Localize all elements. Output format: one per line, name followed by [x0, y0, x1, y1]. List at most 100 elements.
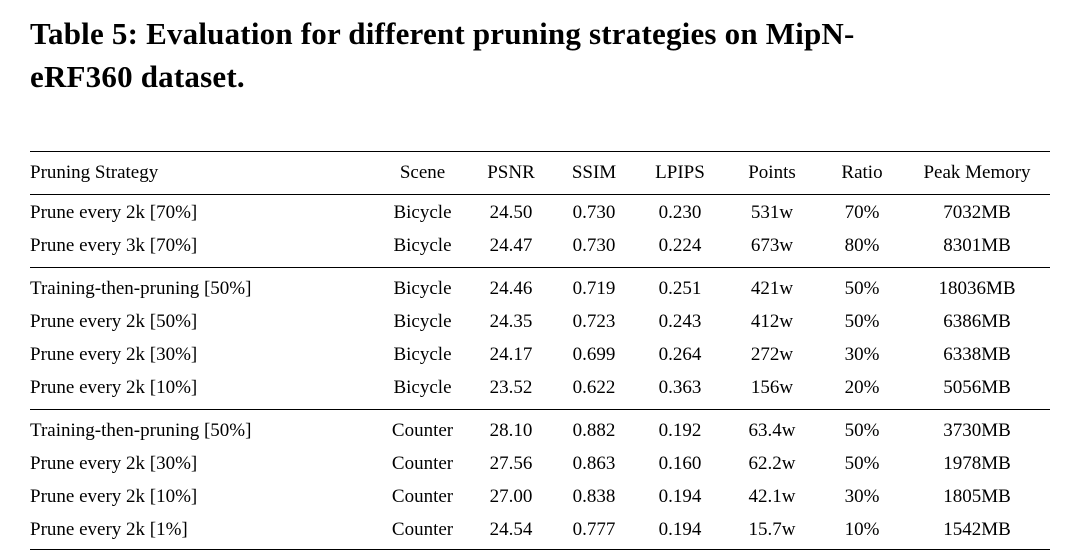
table-cell: 0.243: [658, 310, 702, 332]
table-row: Training-then-pruning [50%] Bicycle 24.46 0…: [30, 266, 1050, 306]
table-cell: 6386MB: [943, 310, 1011, 332]
table-cell: 0.160: [658, 452, 702, 474]
table-cell: Prune every 2k [50%]: [30, 310, 198, 332]
table-cell: 50%: [820, 266, 904, 306]
table-cell: 1978MB: [943, 452, 1011, 474]
table-caption: Table 5: Evaluation for different prunin…: [30, 12, 1050, 99]
table-cell: Bicycle: [375, 266, 470, 306]
table-cell: 0.194: [658, 485, 702, 507]
table-cell: Counter: [391, 485, 454, 507]
header-cell-peak-memory: Peak Memory: [904, 151, 1050, 195]
table-cell: 24.46: [470, 266, 552, 306]
table-cell: 0.730: [572, 201, 616, 223]
header-cell-points: Points: [724, 151, 820, 195]
caption-line-2: eRF360 dataset.: [30, 59, 245, 95]
table-cell: 62.2w: [748, 452, 796, 474]
table-cell: 10%: [844, 518, 880, 540]
table-cell: Prune every 2k [10%]: [30, 485, 198, 507]
table-cell: 27.56: [489, 452, 533, 474]
table-cell: 27.00: [489, 485, 533, 507]
table-cell: 23.52: [489, 376, 533, 398]
table-cell: Prune every 3k [70%]: [30, 234, 198, 256]
table-cell: 70%: [844, 201, 880, 223]
table-cell: 272w: [750, 343, 794, 365]
table-cell: 50%: [844, 452, 880, 474]
table-cell: Bicycle: [393, 234, 452, 256]
header-cell-ratio: Ratio: [820, 151, 904, 195]
table-cell: 42.1w: [748, 485, 796, 507]
table-cell: 0.730: [572, 234, 616, 256]
table-cell: 412w: [750, 310, 794, 332]
table-cell: 0.194: [658, 518, 702, 540]
header-cell-psnr: PSNR: [470, 151, 552, 195]
table-cell: Counter: [375, 408, 470, 448]
table-cell: 24.54: [489, 518, 533, 540]
table-cell: 15.7w: [748, 518, 796, 540]
table-cell: 0.882: [552, 408, 636, 448]
table-cell: Training-then-pruning [50%]: [30, 266, 375, 306]
table-cell: 24.47: [489, 234, 533, 256]
header-cell-scene: Scene: [375, 151, 470, 195]
caption-line-1: Table 5: Evaluation for different prunin…: [30, 16, 855, 51]
table-cell: 6338MB: [943, 343, 1011, 365]
table-cell: Prune every 2k [70%]: [30, 201, 198, 223]
table-body: Prune every 2k [70%] Bicycle 24.50 0.730 0.2…: [30, 194, 1050, 549]
table-cell: 24.17: [489, 343, 533, 365]
table-row: Prune every 2k [30%] Bicycle 24.17 0.699 0.2…: [30, 338, 1050, 371]
results-table: Pruning Strategy Scene PSNR SSIM LPIPS Points…: [30, 150, 1050, 550]
table-row: Training-then-pruning [50%] Counter 28.10 0…: [30, 408, 1050, 448]
table-cell: 156w: [750, 376, 794, 398]
table-cell: 0.838: [572, 485, 616, 507]
table-cell: 0.723: [572, 310, 616, 332]
table-cell: Training-then-pruning [50%]: [30, 408, 375, 448]
table-cell: 531w: [750, 201, 794, 223]
table-cell: Prune every 2k [10%]: [30, 376, 198, 398]
table-cell: Prune every 2k [30%]: [30, 452, 198, 474]
table-cell: 673w: [750, 234, 794, 256]
table-cell: Bicycle: [393, 376, 452, 398]
table-cell: 3730MB: [904, 408, 1050, 448]
table-cell: 0.224: [658, 234, 702, 256]
table-row: Prune every 2k [30%] Counter 27.56 0.863 0.1…: [30, 447, 1050, 480]
table-cell: 50%: [820, 408, 904, 448]
table-cell: 0.251: [636, 266, 724, 306]
table-cell: 50%: [844, 310, 880, 332]
table-cell: 80%: [844, 234, 880, 256]
table-cell: 7032MB: [943, 201, 1011, 223]
table-cell: 1542MB: [943, 518, 1011, 540]
table-cell: 30%: [844, 343, 880, 365]
table-cell: Counter: [391, 452, 454, 474]
table-cell: 0.777: [572, 518, 616, 540]
table-cell: Prune every 2k [1%]: [30, 518, 188, 540]
table-cell: Bicycle: [393, 201, 452, 223]
table-cell: 28.10: [470, 408, 552, 448]
table-cell: 24.50: [489, 201, 533, 223]
table-row: Prune every 2k [10%] Bicycle 23.52 0.622 0.3…: [30, 371, 1050, 409]
table-header-row: Pruning Strategy Scene PSNR SSIM LPIPS Points…: [30, 151, 1050, 195]
table-cell: 0.192: [636, 408, 724, 448]
table-cell: 0.230: [658, 201, 702, 223]
table-cell: Bicycle: [393, 343, 452, 365]
table-cell: Bicycle: [393, 310, 452, 332]
table-cell: 1805MB: [943, 485, 1011, 507]
table-cell: 0.719: [552, 266, 636, 306]
table-cell: 0.699: [572, 343, 616, 365]
table-cell: 63.4w: [724, 408, 820, 448]
header-cell-pruning-strategy: Pruning Strategy: [30, 151, 375, 195]
table-cell: 0.863: [572, 452, 616, 474]
table-cell: 0.622: [572, 376, 616, 398]
table-cell: Counter: [391, 518, 454, 540]
table-row: Prune every 2k [10%] Counter 27.00 0.838 0.1…: [30, 480, 1050, 513]
table-cell: 0.363: [658, 376, 702, 398]
table-cell: 24.35: [489, 310, 533, 332]
table-cell: 20%: [844, 376, 880, 398]
table-cell: 30%: [844, 485, 880, 507]
table-row: Prune every 2k [1%] Counter 24.54 0.777 0.19…: [30, 513, 1050, 549]
table-row: Prune every 2k [50%] Bicycle 24.35 0.723 0.2…: [30, 305, 1050, 338]
table-cell: 5056MB: [943, 376, 1011, 398]
table-cell: 8301MB: [943, 234, 1011, 256]
table-row: Prune every 2k [70%] Bicycle 24.50 0.730 0.2…: [30, 194, 1050, 229]
table-cell: 18036MB: [904, 266, 1050, 306]
table-cell: Prune every 2k [30%]: [30, 343, 198, 365]
